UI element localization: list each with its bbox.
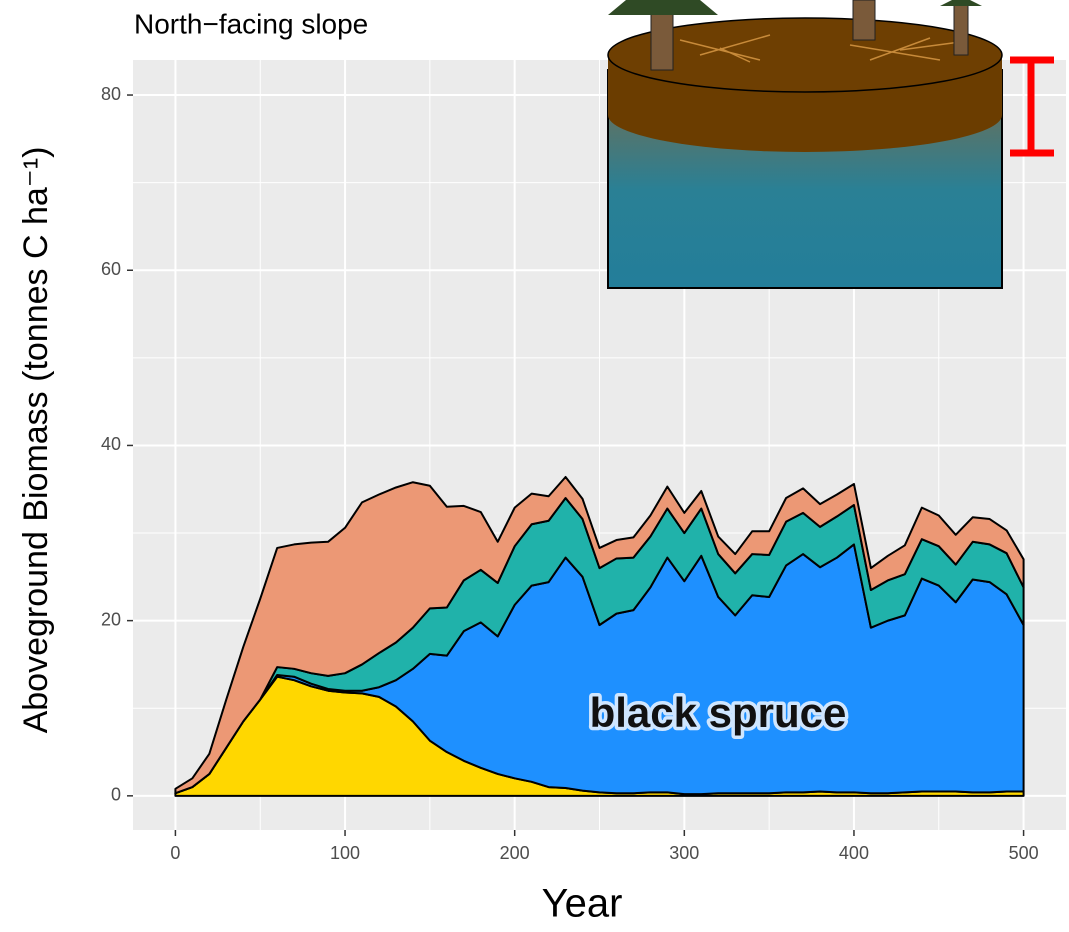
x-tick-label: 400 <box>839 843 869 863</box>
y-tick-label: 40 <box>101 434 121 454</box>
x-axis-label: Year <box>542 882 623 926</box>
x-tick-label: 300 <box>669 843 699 863</box>
y-tick-label: 80 <box>101 84 121 104</box>
soil-illustration <box>608 0 1054 288</box>
y-tick-label: 0 <box>111 785 121 805</box>
y-tick-label: 20 <box>101 609 121 629</box>
chart: North−facing slope Year Aboveground Biom… <box>0 0 1069 927</box>
y-axis-label: Aboveground Biomass (tonnes C ha⁻¹) <box>17 147 55 734</box>
x-tick-label: 100 <box>330 843 360 863</box>
y-tick-label: 60 <box>101 259 121 279</box>
series-label: black spruce <box>590 689 847 736</box>
x-tick-label: 200 <box>500 843 530 863</box>
x-tick-label: 0 <box>170 843 180 863</box>
x-tick-label: 500 <box>1009 843 1039 863</box>
chart-title: North−facing slope <box>134 8 368 39</box>
